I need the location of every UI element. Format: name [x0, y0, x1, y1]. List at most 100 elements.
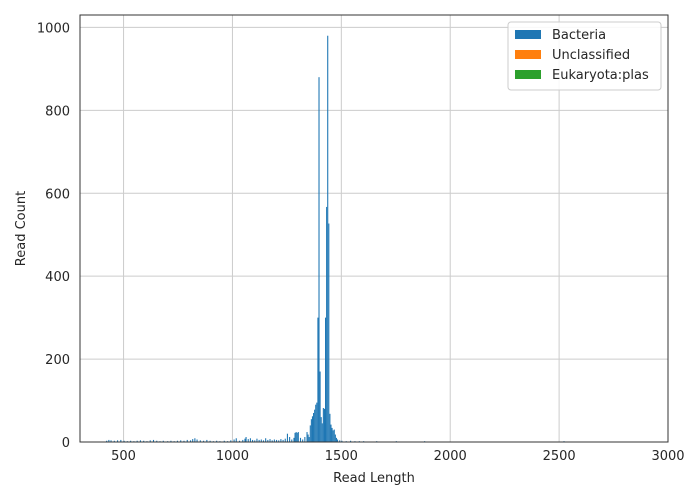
histogram-bar: [123, 440, 125, 442]
histogram-bar: [152, 439, 155, 442]
legend: Bacteria Unclassified Eukaryota:plas: [507, 21, 662, 91]
y-axis-label: Read Count: [14, 191, 29, 266]
histogram-bar: [299, 437, 302, 442]
histogram-bar: [302, 439, 304, 442]
histogram-bar: [249, 438, 251, 442]
histogram-bar: [330, 424, 332, 442]
histogram-bar: [258, 439, 260, 442]
histogram-bar: [108, 439, 110, 442]
histogram-bar: [294, 432, 296, 442]
histogram-bar: [162, 440, 164, 442]
histogram-bar: [313, 412, 315, 442]
x-axis-label: Read Length: [333, 471, 415, 486]
histogram-bar: [199, 440, 201, 442]
histogram-bar: [260, 439, 262, 442]
histogram-bar: [310, 419, 312, 442]
histogram-bar: [327, 35, 329, 443]
histogram-bar: [194, 438, 196, 442]
histogram-bar: [295, 432, 297, 442]
histogram-bar: [332, 430, 334, 442]
y-tick-label: 800: [45, 104, 70, 119]
histogram-bar: [230, 440, 232, 442]
histogram-bar: [307, 434, 309, 442]
histogram-bar: [335, 437, 337, 442]
y-tick-label: 600: [45, 187, 70, 202]
histogram-bar: [286, 433, 288, 442]
histogram-bar: [106, 440, 108, 442]
histogram-bar: [183, 440, 185, 442]
histogram-bar: [304, 437, 306, 442]
histogram-bar: [334, 434, 336, 442]
histogram-bar: [235, 438, 237, 442]
histogram-bar: [139, 440, 141, 442]
histogram-bar: [331, 427, 333, 442]
y-tick-label: 400: [45, 270, 70, 285]
y-tick-label: 1000: [37, 21, 70, 36]
legend-swatch: [515, 50, 541, 59]
x-tick-label: 2500: [543, 449, 576, 464]
histogram-bar: [206, 439, 208, 442]
histogram-bar: [291, 439, 293, 442]
histogram-bar: [293, 437, 295, 442]
histogram-bar: [321, 423, 323, 442]
histogram-bar: [120, 439, 122, 442]
x-tick-label: 1000: [216, 449, 249, 464]
histogram-bar: [336, 439, 339, 442]
histogram-bar: [262, 440, 265, 442]
histogram-bar: [322, 408, 324, 442]
x-tick-label: 2000: [434, 449, 467, 464]
histogram-bar: [315, 404, 317, 442]
histogram-bar: [269, 439, 271, 442]
x-tick-labels: 500 1000 1500 2000 2500 3000: [111, 449, 684, 464]
histogram-bar: [323, 408, 325, 442]
histogram-bar: [273, 439, 275, 442]
histogram-bar: [256, 438, 258, 442]
histogram-bar: [311, 416, 314, 442]
x-tick-label: 3000: [651, 449, 684, 464]
x-tick-label: 1500: [325, 449, 358, 464]
plot-frame: [79, 14, 669, 443]
histogram-bar: [130, 440, 132, 442]
histogram-bar: [326, 206, 328, 442]
histogram-bar: [247, 439, 249, 442]
histogram-bar: [278, 440, 280, 442]
histogram-bar: [320, 417, 322, 442]
histogram-bar: [254, 440, 256, 442]
histogram-bar: [328, 223, 330, 442]
histogram-bar: [276, 439, 278, 442]
histogram-bar: [117, 440, 119, 442]
histogram-bar: [316, 402, 318, 442]
histogram-bar: [223, 440, 225, 442]
histogram-bar: [280, 439, 282, 442]
legend-swatch: [515, 70, 541, 79]
histogram-bar: [309, 425, 311, 442]
histogram-bar: [186, 439, 188, 442]
histogram-bar: [282, 439, 284, 442]
legend-label: Unclassified: [552, 48, 630, 63]
histogram-bar: [136, 440, 138, 442]
histogram-bar: [170, 440, 172, 442]
histogram-bar: [176, 440, 178, 442]
histogram-bar: [156, 440, 158, 442]
histogram-bar: [203, 440, 205, 442]
histogram-bar: [252, 439, 254, 442]
y-tick-labels: 0 200 400 600 800 1000: [37, 21, 70, 451]
histogram-bar: [238, 440, 241, 442]
y-tick-label: 0: [62, 436, 70, 451]
bars: [106, 35, 641, 443]
histogram-bar: [192, 439, 194, 442]
histogram-bar: [143, 440, 145, 442]
histogram-bar: [319, 371, 321, 442]
histogram-bar: [306, 432, 308, 442]
legend-box: [507, 21, 662, 91]
histogram-bar: [308, 437, 310, 442]
histogram-bar: [209, 440, 211, 442]
legend-label: Eukaryota:plas: [552, 68, 649, 83]
legend-label: Bacteria: [552, 28, 606, 43]
histogram-bar: [113, 440, 115, 442]
histogram-bar: [318, 77, 320, 443]
histogram-bar: [267, 439, 269, 442]
histogram-bar: [341, 440, 343, 442]
histogram-bar: [325, 317, 327, 442]
